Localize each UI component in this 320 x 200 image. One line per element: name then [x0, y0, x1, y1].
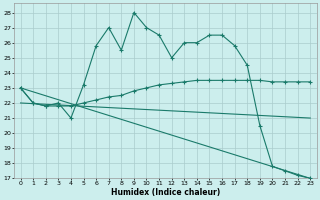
X-axis label: Humidex (Indice chaleur): Humidex (Indice chaleur)	[111, 188, 220, 197]
